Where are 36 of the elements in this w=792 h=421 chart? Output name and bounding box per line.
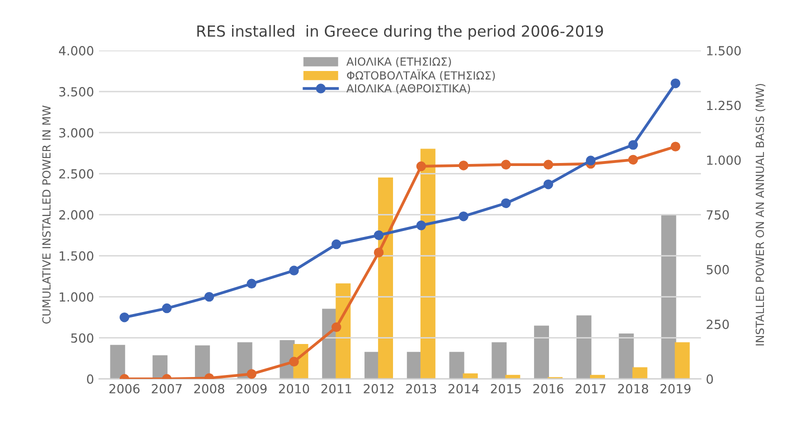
y2-tick-label: 0 xyxy=(706,374,713,384)
x-tick-label: 2019 xyxy=(660,384,691,394)
y-axis-title: CUMULATIVE INSTALLED POWER IN MW xyxy=(42,106,51,324)
x-tick-label: 2014 xyxy=(448,384,479,394)
x-tick-label: 2007 xyxy=(152,384,182,394)
x-tick-label: 2012 xyxy=(364,384,394,394)
x-tick-label: 2017 xyxy=(576,384,606,394)
x-tick-label: 2010 xyxy=(279,384,310,394)
x-tick-label: 2009 xyxy=(236,384,267,394)
y-tick-label: 3.000 xyxy=(59,128,94,138)
x-tick-label: 2006 xyxy=(109,384,140,394)
y-tick-label: 4.000 xyxy=(58,46,94,56)
y2-tick-label: 1.250 xyxy=(707,100,741,110)
x-tick-label: 2016 xyxy=(533,384,564,394)
x-tick-label: 2011 xyxy=(321,384,352,394)
x-tick-label: 2018 xyxy=(618,384,648,394)
y2-axis-title: INSTALLED POWER ON AN ANNUAL BASIS (MW) xyxy=(755,84,766,346)
y2-tick-label: 500 xyxy=(706,264,729,274)
chart-title: RES installed in Greece during the period 2006-2019 xyxy=(197,25,604,40)
y-tick-label: 500 xyxy=(71,333,94,343)
y-tick-label: 1.500 xyxy=(60,251,94,261)
y2-tick-label: 1.500 xyxy=(707,46,741,56)
y2-tick-label: 750 xyxy=(706,210,729,220)
x-tick-label: 2008 xyxy=(194,384,224,394)
x-tick-label: 2015 xyxy=(490,384,521,394)
x-tick-label: 2013 xyxy=(406,384,436,394)
y-tick-label: 0 xyxy=(87,374,94,384)
legend-label: ΑΙΟΛΙΚΑ (ΕΤΗΣΙΩΣ) xyxy=(346,57,451,68)
y-tick-label: 1.000 xyxy=(60,292,94,302)
y-tick-label: 3.500 xyxy=(59,87,94,96)
y-tick-label: 2.000 xyxy=(59,210,94,220)
legend-label: ΦΩΤΟΒΟΛΤΑΪΚΑ (ΕΤΗΣΙΩΣ) xyxy=(346,69,495,81)
legend-label: ΑΙΟΛΙΚΑ (ΑΘΡΟΙΣΤΙΚΑ) xyxy=(346,84,470,94)
y2-tick-label: 1.000 xyxy=(707,155,741,165)
y-tick-label: 2.500 xyxy=(59,169,94,179)
y2-tick-label: 250 xyxy=(706,320,729,330)
